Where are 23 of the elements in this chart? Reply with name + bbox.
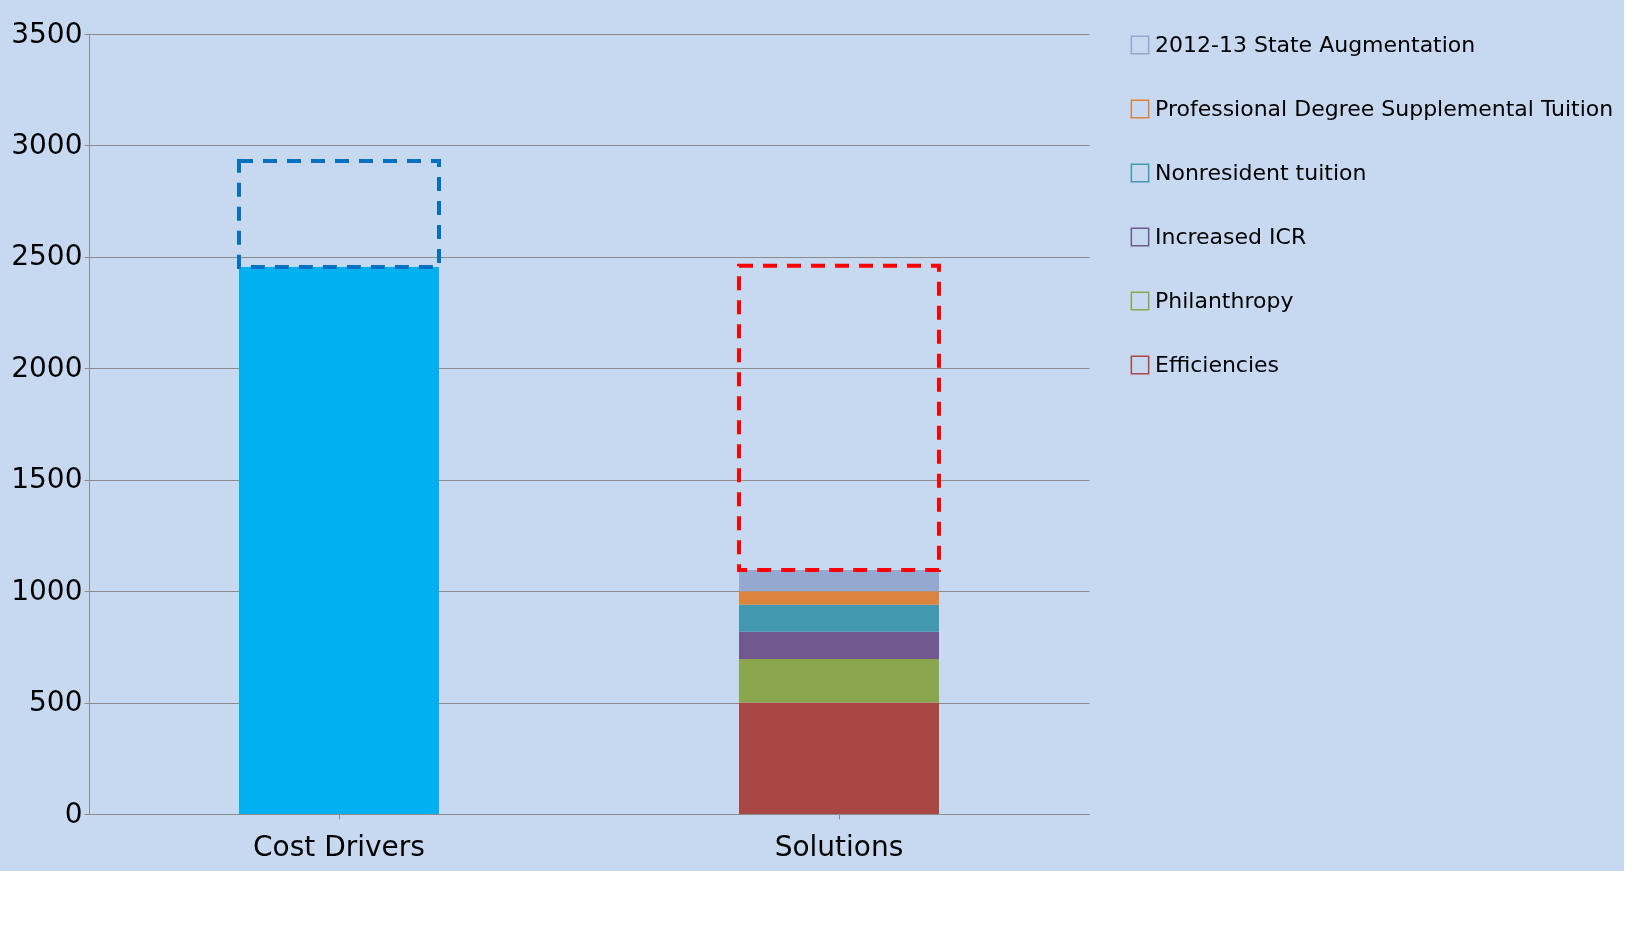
bar: [739, 604, 939, 632]
legend-label: Increased ICR: [1155, 224, 1307, 249]
legend-label: Nonresident tuition: [1155, 160, 1367, 185]
legend-label: Professional Degree Supplemental Tuition: [1155, 96, 1614, 121]
y-tick-label: 500: [29, 685, 83, 719]
legend-label: 2012-13 State Augmentation: [1155, 32, 1476, 57]
y-tick-label: 3000: [11, 127, 83, 161]
bar: [739, 659, 939, 703]
y-tick-label: 2000: [11, 350, 83, 384]
y-tick-label: 1500: [11, 462, 83, 496]
bar: [739, 569, 939, 592]
y-tick-label: 1000: [11, 573, 83, 607]
x-tick-label: Solutions: [774, 829, 904, 863]
bar: [239, 266, 439, 814]
y-tick-label: 2500: [11, 239, 83, 273]
y-tick-label: 3500: [11, 16, 83, 50]
bar: [739, 702, 939, 814]
y-tick-label: 0: [64, 796, 83, 830]
bar: [739, 631, 939, 660]
legend-label: Efficiencies: [1155, 352, 1280, 377]
legend-label: Philanthropy: [1155, 288, 1294, 313]
x-tick-label: Cost Drivers: [253, 829, 425, 863]
bar: [739, 591, 939, 605]
